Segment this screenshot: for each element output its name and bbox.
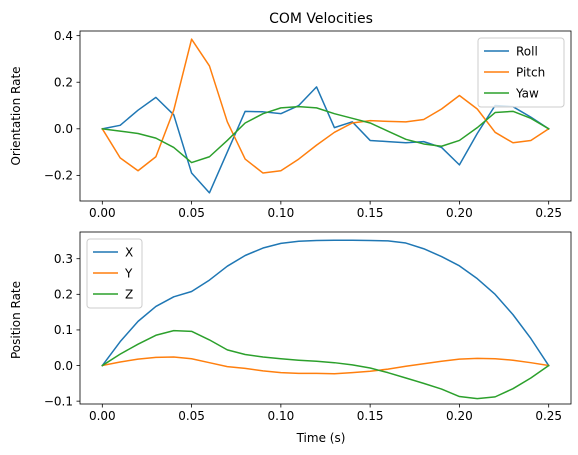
series-line-z — [102, 331, 548, 399]
x-tick-label: 0.05 — [178, 409, 205, 423]
x-tick-label: 0.10 — [268, 409, 295, 423]
y-tick-label: 0.0 — [54, 359, 73, 373]
legend-label-x: X — [125, 245, 133, 259]
legend-label-z: Z — [125, 287, 133, 301]
panel-position: 0.00 0.05 0.10 0.15 0.20 0.25 −0.1 0.0 0.1 0.2 0.3… — [44, 232, 571, 423]
x-tick-label: 0.25 — [535, 206, 562, 220]
panel-orientation: 0.00 0.05 0.10 0.15 0.20 0.25 −0.2 0.0 0.2 0.4 Rol… — [44, 29, 571, 220]
chart-title: COM Velocities — [269, 11, 373, 27]
x-tick-label: 0.05 — [178, 206, 205, 220]
y-tick-label: 0.2 — [54, 76, 73, 90]
x-tick-label: 0.15 — [357, 206, 384, 220]
legend: XYZ — [87, 239, 142, 308]
y-axis-label-position: Position Rate — [9, 281, 23, 359]
axes-frame — [80, 232, 571, 404]
y-tick-label: −0.2 — [44, 169, 73, 183]
legend-label-y: Y — [124, 266, 133, 280]
x-tick-label: 0.00 — [89, 409, 116, 423]
legend: Roll Pitch Yaw — [478, 38, 564, 107]
y-tick-label: −0.1 — [44, 394, 73, 408]
y-tick-label: 0.4 — [54, 29, 73, 43]
legend-label-pitch: Pitch — [516, 65, 545, 79]
y-tick-label: 0.0 — [54, 122, 73, 136]
x-tick-label: 0.15 — [357, 409, 384, 423]
series-line-x — [102, 240, 548, 365]
legend-label-yaw: Yaw — [515, 86, 539, 100]
legend-label-roll: Roll — [516, 44, 538, 58]
x-tick-label: 0.20 — [446, 206, 473, 220]
x-tick-label: 0.00 — [89, 206, 116, 220]
x-axis-label: Time (s) — [296, 431, 346, 445]
y-tick-label: 0.2 — [54, 288, 73, 302]
y-tick-label: 0.3 — [54, 252, 73, 266]
x-tick-label: 0.25 — [535, 409, 562, 423]
y-tick-label: 0.1 — [54, 323, 73, 337]
x-tick-label: 0.20 — [446, 409, 473, 423]
series-line-y — [102, 357, 548, 374]
y-axis-label-orientation: Orientation Rate — [9, 66, 23, 165]
x-tick-label: 0.10 — [268, 206, 295, 220]
